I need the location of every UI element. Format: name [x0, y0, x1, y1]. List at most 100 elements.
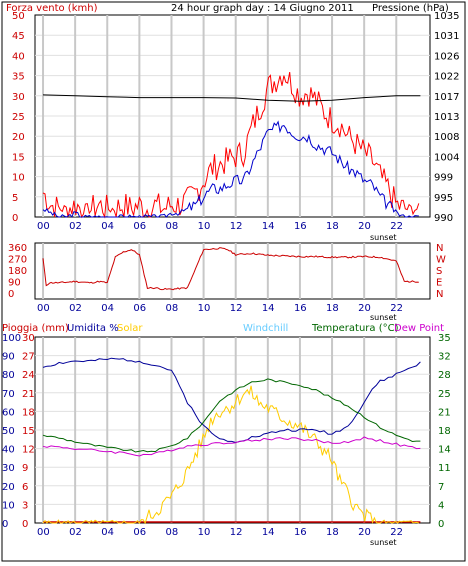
direction-series	[42, 247, 419, 291]
x-tick-label: 10	[198, 303, 211, 314]
wind-y-ticks: 0 5 10 15 20 25 30 35 40 45 50	[12, 11, 25, 224]
x-tick-label: 18	[326, 303, 339, 314]
wind-x-ticks: 00 02 04 06 08 10 12 14 16 18 20 22	[37, 221, 403, 232]
pressure-y-tick: 999	[434, 173, 453, 184]
pressure-y-tick: 1017	[434, 92, 459, 103]
temperature-y-tick: 21	[438, 407, 451, 418]
wind-y-tick: 45	[12, 31, 25, 42]
pressure-y-tick: 1004	[434, 152, 459, 163]
pressure-y-tick: 1031	[434, 31, 459, 42]
temperature-y-ticks: 0 4 7 11 14 18 21 25 28 32 35	[438, 333, 451, 530]
direction-y-tick: 0	[8, 289, 14, 300]
x-tick-label: 22	[390, 527, 403, 538]
compass-tick: N	[436, 289, 443, 300]
sunset-label-3: sunset	[370, 538, 397, 547]
wind-y-tick: 10	[12, 173, 25, 184]
x-tick-label: 12	[230, 527, 243, 538]
wind-y-tick: 20	[12, 132, 25, 143]
x-tick-label: 18	[326, 527, 339, 538]
humidity-y-tick: 40	[2, 445, 15, 456]
rain-y-tick: 3	[22, 500, 28, 511]
x-tick-label: 06	[133, 527, 146, 538]
humidity-y-tick: 60	[2, 407, 15, 418]
speed-line	[42, 120, 419, 218]
temperature-label: Temperatura (°C)	[311, 323, 399, 334]
sunset-label-2: sunset	[370, 313, 397, 322]
x-tick-label: 22	[390, 303, 403, 314]
temperature-y-tick: 18	[438, 426, 451, 437]
dewpoint-line	[42, 436, 421, 457]
pressure-y-tick: 995	[434, 193, 453, 204]
x-tick-label: 00	[37, 527, 50, 538]
wind-y-tick: 30	[12, 92, 25, 103]
direction-y-tick: 90	[8, 278, 21, 289]
rain-y-tick: 18	[22, 407, 35, 418]
rain-y-tick: 15	[22, 426, 35, 437]
humidity-label: Umidita %	[67, 323, 119, 334]
humidity-y-tick: 30	[2, 463, 15, 474]
pressure-y-ticks: 990 995 999 1004 1008 1013 1017 1022 1026 1031 103…	[434, 11, 459, 224]
direction-x-ticks: 00 02 04 06 08 10 12 14 16 18 20 22	[37, 303, 403, 314]
wind-y-tick: 50	[12, 11, 25, 22]
climate-grid	[35, 337, 430, 523]
humidity-y-tick: 100	[2, 333, 21, 344]
temperature-line	[42, 378, 421, 453]
rain-y-tick: 12	[22, 445, 35, 456]
pressure-y-tick: 1035	[434, 11, 459, 22]
pressure-y-tick: 1008	[434, 132, 459, 143]
temperature-y-tick: 14	[438, 445, 451, 456]
pressure-y-tick: 990	[434, 213, 453, 224]
temperature-y-tick: 7	[438, 482, 444, 493]
temperature-y-tick: 11	[438, 463, 451, 474]
x-tick-label: 18	[326, 221, 339, 232]
x-tick-label: 00	[37, 303, 50, 314]
wind-y-tick: 15	[12, 152, 25, 163]
x-tick-label: 10	[198, 221, 211, 232]
temperature-y-tick: 4	[438, 500, 444, 511]
sunset-label-1: sunset	[370, 233, 397, 242]
dewpoint-label: Dew Point	[394, 323, 444, 334]
compass-tick: W	[436, 255, 446, 266]
humidity-y-tick: 90	[2, 352, 15, 363]
wind-pressure-chart: Forza vento (kmh) 24 hour graph day : 14…	[6, 3, 459, 242]
rain-y-tick: 6	[22, 482, 28, 493]
wind-series	[42, 72, 421, 219]
solar-label: Solar	[117, 323, 143, 334]
humidity-y-ticks: 0 3 6 9 12 15 18 21 24 27 30	[22, 333, 35, 530]
direction-y-tick: 270	[8, 255, 27, 266]
climate-series	[42, 357, 421, 525]
direction-y-tick: 360	[8, 243, 27, 254]
x-tick-label: 22	[390, 221, 403, 232]
rain-y-tick: 21	[22, 389, 35, 400]
x-tick-label: 16	[294, 221, 307, 232]
humidity-line	[42, 357, 421, 444]
rain-y-tick: 27	[22, 352, 35, 363]
x-tick-label: 16	[294, 303, 307, 314]
x-tick-label: 00	[37, 221, 50, 232]
solar-line	[42, 385, 419, 525]
x-tick-label: 04	[101, 221, 114, 232]
compass-tick: N	[436, 243, 443, 254]
x-tick-label: 20	[358, 221, 371, 232]
humidity-y-tick: 50	[2, 426, 15, 437]
x-tick-label: 16	[294, 527, 307, 538]
x-tick-label: 04	[101, 303, 114, 314]
x-tick-label: 08	[165, 303, 178, 314]
direction-plot-area	[34, 242, 431, 300]
wind-grid	[35, 15, 430, 217]
pressure-axis-label: Pressione (hPa)	[372, 3, 449, 14]
x-tick-label: 12	[230, 221, 243, 232]
x-tick-label: 08	[165, 527, 178, 538]
wind-axis-label: Forza vento (kmh)	[6, 3, 98, 14]
pressure-y-tick: 1013	[434, 112, 459, 123]
humidity-y-tick: 70	[2, 389, 15, 400]
humidity-y-tick: 80	[2, 370, 15, 381]
windchill-label: Windchill	[243, 323, 288, 334]
humidity-y-tick: 0	[2, 519, 8, 530]
temperature-y-tick: 25	[438, 389, 451, 400]
